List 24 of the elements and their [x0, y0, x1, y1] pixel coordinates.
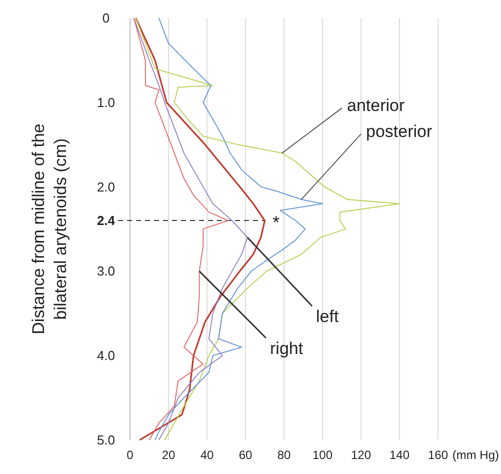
- x-tick-label: 20: [162, 448, 176, 462]
- text: posterior: [366, 122, 432, 141]
- y-tick-label: 2.0: [96, 179, 116, 194]
- y-axis-title: Distance from midline of the bilateral arytenoids (cm): [29, 124, 70, 334]
- x-axis-title: (mm Hg): [452, 448, 499, 462]
- line-series: [133, 18, 229, 440]
- x-tick-label: 160: [428, 448, 448, 462]
- x-tick-label: 100: [312, 448, 333, 462]
- x-tick-label: 0: [126, 448, 134, 462]
- text: anterior: [347, 96, 405, 115]
- y-tick-label: 3.0: [96, 264, 116, 279]
- ref-line-label: 2.4: [96, 213, 116, 228]
- x-tick-label: 120: [350, 448, 372, 462]
- y-tick-label: 4.0: [96, 348, 116, 364]
- x-tick-label: 140: [389, 448, 410, 462]
- text: left: [316, 307, 339, 326]
- y-tick-label: 5.0: [96, 432, 116, 448]
- x-tick-label: 80: [277, 448, 291, 462]
- y-tick-label: 1.0: [96, 94, 116, 110]
- y-tick-label: 0: [102, 10, 110, 26]
- x-tick-label: 60: [238, 448, 252, 462]
- x-tick-label: 40: [200, 448, 214, 462]
- text: right: [270, 339, 304, 358]
- annotation: *: [272, 212, 280, 233]
